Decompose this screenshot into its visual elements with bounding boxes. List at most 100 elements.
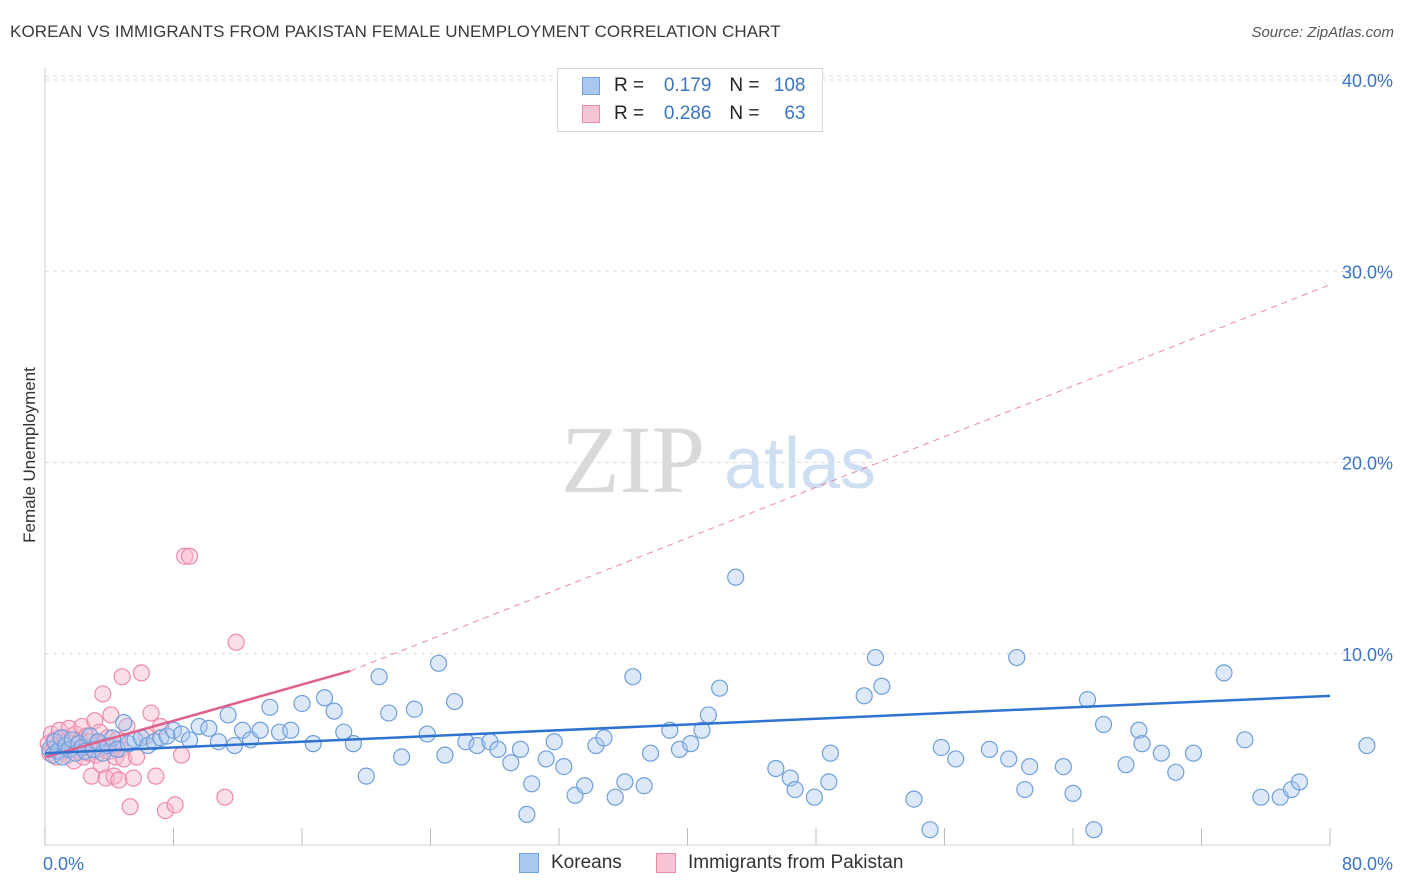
pakistan-point bbox=[115, 750, 133, 768]
korean-point bbox=[315, 689, 334, 707]
korean-point bbox=[357, 767, 375, 785]
korean-point bbox=[405, 700, 424, 718]
korean-point bbox=[261, 698, 279, 716]
korean-point bbox=[866, 648, 885, 667]
korean-point bbox=[1000, 750, 1018, 768]
korean-point bbox=[489, 740, 507, 758]
watermark-zip: ZIP bbox=[561, 406, 705, 513]
korean-point bbox=[905, 790, 923, 808]
y-tick-label: 10.0% bbox=[1342, 645, 1393, 665]
pakistan-point bbox=[124, 769, 142, 787]
korean-point bbox=[1152, 744, 1170, 762]
korean-point bbox=[304, 735, 322, 753]
korean-point bbox=[1215, 664, 1233, 682]
pakistan-point bbox=[176, 547, 194, 565]
pakistan-trend-line bbox=[44, 669, 351, 759]
legend-item-koreans: Koreans bbox=[519, 852, 622, 874]
korean-point bbox=[1133, 735, 1151, 753]
legend-n-value: 108 bbox=[773, 75, 806, 96]
korean-point bbox=[1236, 731, 1254, 749]
korean-point bbox=[209, 733, 228, 751]
korean-point bbox=[1130, 721, 1148, 739]
pakistan-point bbox=[172, 746, 191, 764]
korean-point bbox=[821, 744, 840, 762]
korean-point bbox=[418, 725, 436, 743]
korean-point bbox=[200, 719, 218, 737]
axes bbox=[44, 68, 1331, 846]
korean-point bbox=[429, 654, 448, 672]
koreans-swatch bbox=[519, 853, 539, 873]
korean-point bbox=[711, 679, 729, 697]
korean-point bbox=[1117, 756, 1135, 774]
korean-point bbox=[511, 740, 530, 758]
korean-point bbox=[158, 727, 176, 745]
pakistan-point bbox=[113, 668, 131, 686]
korean-point bbox=[325, 702, 343, 720]
korean-point bbox=[219, 706, 237, 724]
korean-point bbox=[445, 692, 464, 711]
pakistan-point bbox=[121, 798, 139, 816]
pakistan-point bbox=[166, 796, 184, 814]
korean-point bbox=[370, 668, 388, 686]
pakistan-point bbox=[142, 704, 160, 722]
korean-point bbox=[624, 668, 642, 686]
korean-point bbox=[921, 821, 939, 839]
korean-point bbox=[1054, 757, 1072, 776]
pakistan-points bbox=[39, 547, 245, 820]
korean-point bbox=[641, 744, 660, 762]
pakistan-point bbox=[216, 788, 234, 806]
korean-point bbox=[947, 750, 965, 768]
watermark-atlas: atlas bbox=[724, 424, 876, 504]
series-legend: Koreans Immigrants from Pakistan bbox=[0, 852, 1406, 876]
korean-point bbox=[1358, 736, 1376, 755]
source-credit: Source: ZipAtlas.com bbox=[1251, 24, 1394, 41]
legend-item-pakistan: Immigrants from Pakistan bbox=[656, 852, 903, 874]
trend-lines bbox=[44, 284, 1331, 759]
tick-labels: 10.0% 20.0% 30.0% 40.0% 0.0% 80.0% bbox=[43, 71, 1393, 874]
korean-point bbox=[502, 754, 520, 772]
legend-row-koreans: R = 0.179 N = 108 bbox=[582, 73, 806, 99]
korean-points bbox=[41, 568, 1376, 839]
chart-title: KOREAN VS IMMIGRANTS FROM PAKISTAN FEMAL… bbox=[10, 22, 781, 41]
korean-point bbox=[595, 729, 613, 747]
korean-point bbox=[576, 777, 594, 795]
korean-point bbox=[555, 757, 573, 776]
korean-point bbox=[1064, 784, 1082, 802]
korean-point bbox=[980, 740, 999, 758]
korean-point bbox=[606, 788, 624, 806]
korean-point bbox=[1252, 788, 1270, 806]
koreans-swatch bbox=[582, 77, 600, 95]
korean-trend-line bbox=[44, 694, 1331, 755]
pakistan-point bbox=[110, 771, 128, 789]
korean-point bbox=[380, 704, 398, 722]
korean-point bbox=[436, 746, 454, 764]
pakistan-point bbox=[156, 801, 175, 820]
korean-point bbox=[693, 721, 711, 739]
pakistan-point bbox=[102, 706, 120, 724]
korean-point bbox=[537, 750, 555, 768]
korean-point bbox=[115, 713, 133, 732]
korean-point bbox=[767, 759, 785, 778]
korean-point bbox=[786, 780, 804, 799]
korean-point bbox=[873, 677, 891, 695]
legend-label-koreans: Koreans bbox=[551, 852, 622, 873]
legend-row-pakistan: R = 0.286 N = 63 bbox=[582, 101, 806, 127]
korean-point bbox=[1184, 744, 1203, 762]
korean-point bbox=[727, 568, 745, 586]
watermark: ZIP atlas bbox=[561, 406, 876, 513]
korean-point bbox=[682, 735, 700, 753]
gridlines bbox=[45, 75, 1392, 655]
korean-point bbox=[635, 777, 653, 795]
x-tick-label-min: 0.0% bbox=[43, 854, 84, 874]
pakistan-point bbox=[82, 767, 101, 785]
y-tick-label: 30.0% bbox=[1342, 262, 1393, 282]
korean-point bbox=[1021, 757, 1039, 776]
correlation-legend: R = 0.179 N = 108 R = 0.286 N = 63 bbox=[557, 68, 823, 132]
legend-n-label: N = bbox=[729, 103, 760, 124]
korean-point bbox=[523, 775, 541, 793]
korean-point bbox=[545, 733, 563, 751]
legend-n-value: 63 bbox=[784, 103, 806, 124]
legend-r-label: R = bbox=[614, 103, 645, 124]
pakistan-point bbox=[180, 547, 199, 565]
